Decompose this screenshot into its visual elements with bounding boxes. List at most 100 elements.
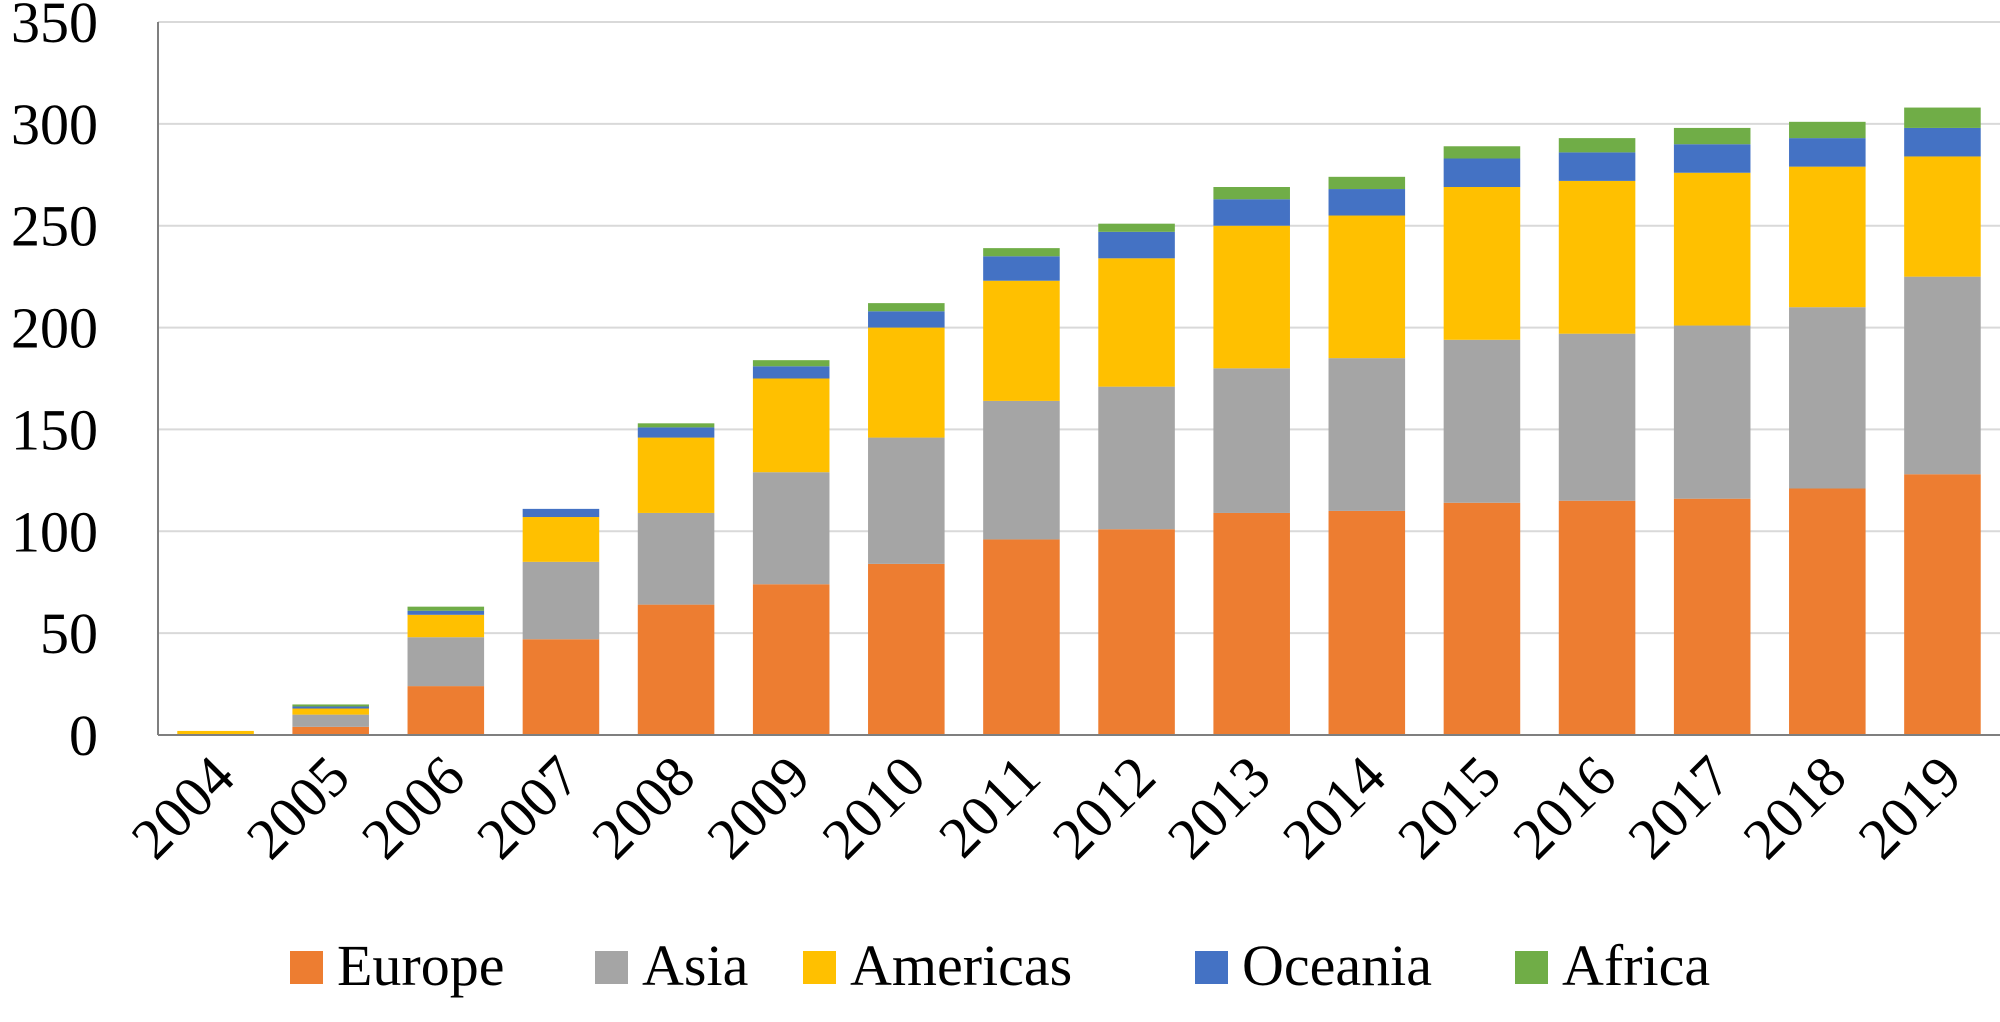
x-tick-label-2004: 2004 <box>119 743 247 871</box>
legend-swatch-europe <box>290 951 323 984</box>
x-tick-label-2007: 2007 <box>464 743 592 871</box>
bar-europe-2013 <box>1213 512 1290 735</box>
bar-oceania-2018 <box>1789 138 1866 167</box>
x-tick-label-2018: 2018 <box>1731 743 1859 871</box>
bar-asia-2017 <box>1673 325 1751 499</box>
bar-oceania-2019 <box>1904 127 1981 157</box>
bar-africa-2012 <box>1098 223 1175 232</box>
bar-africa-2016 <box>1558 138 1636 153</box>
bar-oceania-2016 <box>1558 152 1636 181</box>
bar-europe-2014 <box>1328 510 1406 735</box>
legend-swatch-asia <box>595 951 628 984</box>
bar-americas-2014 <box>1328 215 1406 359</box>
bar-europe-2008 <box>637 604 715 735</box>
bar-asia-2010 <box>868 437 945 564</box>
bar-americas-2019 <box>1904 156 1981 277</box>
bar-oceania-2012 <box>1098 231 1175 259</box>
x-tick-label-2013: 2013 <box>1155 743 1283 871</box>
bar-europe-2012 <box>1098 529 1175 735</box>
bar-africa-2006 <box>407 606 485 611</box>
bar-africa-2014 <box>1328 176 1406 190</box>
axes <box>157 22 2000 736</box>
bar-europe-2010 <box>868 563 945 735</box>
bar-africa-2010 <box>868 303 945 312</box>
bar-asia-2011 <box>983 400 1060 540</box>
bar-europe-2006 <box>407 686 485 735</box>
y-tick-label-0: 0 <box>69 703 98 768</box>
y-tick-label-350: 350 <box>11 0 98 55</box>
bar-europe-2015 <box>1443 502 1521 735</box>
bar-africa-2013 <box>1213 187 1290 200</box>
bar-africa-2005 <box>292 704 369 707</box>
bar-americas-2005 <box>292 708 369 715</box>
x-tick-labels: 2004200520062007200820092010201120122013… <box>119 743 1974 871</box>
bar-africa-2015 <box>1443 146 1521 159</box>
bar-europe-2017 <box>1673 498 1751 735</box>
x-tick-label-2019: 2019 <box>1846 743 1974 871</box>
bar-oceania-2014 <box>1328 189 1406 216</box>
x-tick-label-2012: 2012 <box>1040 743 1168 871</box>
bar-europe-2018 <box>1789 488 1866 735</box>
bar-asia-2019 <box>1904 276 1981 475</box>
y-tick-label-50: 50 <box>40 601 98 666</box>
y-tick-label-100: 100 <box>11 499 98 564</box>
legend-swatch-africa <box>1515 951 1548 984</box>
bar-americas-2016 <box>1558 180 1636 334</box>
bar-africa-2019 <box>1904 107 1981 128</box>
bar-oceania-2011 <box>983 256 1060 281</box>
bar-oceania-2015 <box>1443 158 1521 188</box>
bar-oceania-2005 <box>292 706 369 709</box>
bar-asia-2013 <box>1213 368 1290 513</box>
x-tick-label-2005: 2005 <box>234 743 362 871</box>
bar-americas-2017 <box>1673 172 1751 326</box>
bar-africa-2008 <box>637 423 715 428</box>
bar-asia-2014 <box>1328 358 1406 511</box>
legend-label-americas: Americas <box>850 933 1072 998</box>
bar-europe-2019 <box>1904 474 1981 735</box>
bar-oceania-2010 <box>868 311 945 328</box>
bar-americas-2010 <box>868 327 945 438</box>
bar-africa-2011 <box>983 248 1060 257</box>
bar-oceania-2013 <box>1213 199 1290 226</box>
bar-asia-2005 <box>292 714 369 727</box>
y-tick-label-150: 150 <box>11 397 98 462</box>
bar-asia-2006 <box>407 637 485 687</box>
x-tick-label-2016: 2016 <box>1500 743 1628 871</box>
bar-americas-2008 <box>637 437 715 513</box>
x-tick-label-2014: 2014 <box>1270 743 1398 871</box>
x-tick-label-2009: 2009 <box>694 743 822 871</box>
bar-americas-2009 <box>752 378 830 473</box>
bar-europe-2005 <box>292 726 369 735</box>
legend-label-africa: Africa <box>1562 933 1710 998</box>
bar-europe-2016 <box>1558 500 1636 735</box>
bar-europe-2009 <box>752 584 830 735</box>
legend-swatch-oceania <box>1195 951 1228 984</box>
legend-label-oceania: Oceania <box>1242 933 1432 998</box>
y-tick-labels: 0 50 100 150 200 250 300 350 <box>11 0 98 768</box>
bar-africa-2018 <box>1789 121 1866 139</box>
gridlines <box>158 21 2000 635</box>
bar-africa-2017 <box>1673 127 1751 145</box>
legend-swatch-americas <box>803 951 836 984</box>
legend-label-europe: Europe <box>337 933 505 998</box>
bars <box>177 107 1981 735</box>
x-tick-label-2008: 2008 <box>579 743 707 871</box>
y-tick-label-250: 250 <box>11 194 98 259</box>
legend-label-asia: Asia <box>642 933 748 998</box>
y-tick-label-300: 300 <box>11 92 98 157</box>
bar-oceania-2007 <box>522 508 600 518</box>
bar-asia-2007 <box>522 561 600 640</box>
bar-americas-2004 <box>177 730 254 735</box>
x-tick-label-2015: 2015 <box>1385 743 1513 871</box>
bar-oceania-2008 <box>637 427 715 438</box>
bar-asia-2018 <box>1789 307 1866 489</box>
bar-africa-2009 <box>752 360 830 367</box>
y-tick-label-200: 200 <box>11 296 98 361</box>
bar-asia-2012 <box>1098 386 1175 530</box>
x-tick-label-2017: 2017 <box>1615 743 1743 871</box>
x-tick-label-2006: 2006 <box>349 743 477 871</box>
bar-europe-2011 <box>983 539 1060 735</box>
bar-americas-2013 <box>1213 225 1290 369</box>
